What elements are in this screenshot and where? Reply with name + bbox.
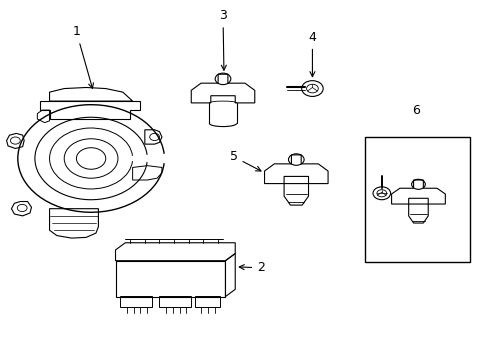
Bar [159, 296, 191, 307]
Text: 2: 2 [239, 261, 265, 274]
Text: 1: 1 [73, 25, 94, 88]
Text: 3: 3 [219, 9, 227, 70]
Text: 5: 5 [230, 150, 261, 171]
Text: 4: 4 [309, 31, 317, 77]
Bar [195, 296, 220, 307]
Bar [121, 296, 152, 307]
Text: 6: 6 [412, 104, 420, 117]
Bar [365, 137, 470, 262]
